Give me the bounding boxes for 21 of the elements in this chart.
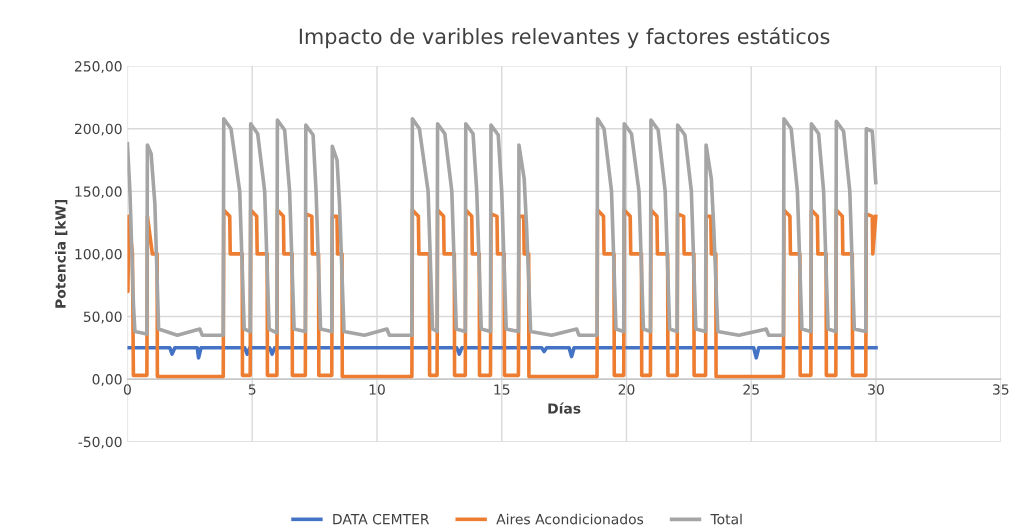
y-tick-label: 0,00 — [92, 374, 122, 387]
chart-title: Impacto de varibles relevantes y factores estáticos — [299, 27, 830, 49]
x-tick-label: 0 — [123, 384, 131, 395]
y-tick-label: 200,00 — [74, 123, 122, 136]
legend-label: Total — [710, 513, 742, 525]
x-tick-label: 30 — [868, 384, 884, 395]
legend-label: DATA CEMTER — [333, 513, 430, 525]
y-tick-label: 250,00 — [74, 61, 122, 74]
x-tick-label: 35 — [993, 384, 1009, 395]
y-tick-label: 150,00 — [75, 186, 122, 199]
x-tick-label: 25 — [743, 384, 759, 395]
y-axis-title: Potencia [kW] — [54, 200, 68, 308]
x-tick-label: 5 — [248, 384, 256, 395]
y-tick-label: 100,00 — [75, 248, 122, 261]
y-tick-label: 50,00 — [83, 311, 122, 324]
x-tick-label: 20 — [618, 384, 635, 395]
x-axis-title: Días — [548, 402, 581, 414]
legend-label: Aires Acondicionados — [496, 513, 644, 525]
x-tick-label: 15 — [494, 384, 510, 395]
x-tick-label: 10 — [369, 384, 385, 395]
y-tick-label: -50,00 — [78, 436, 122, 449]
